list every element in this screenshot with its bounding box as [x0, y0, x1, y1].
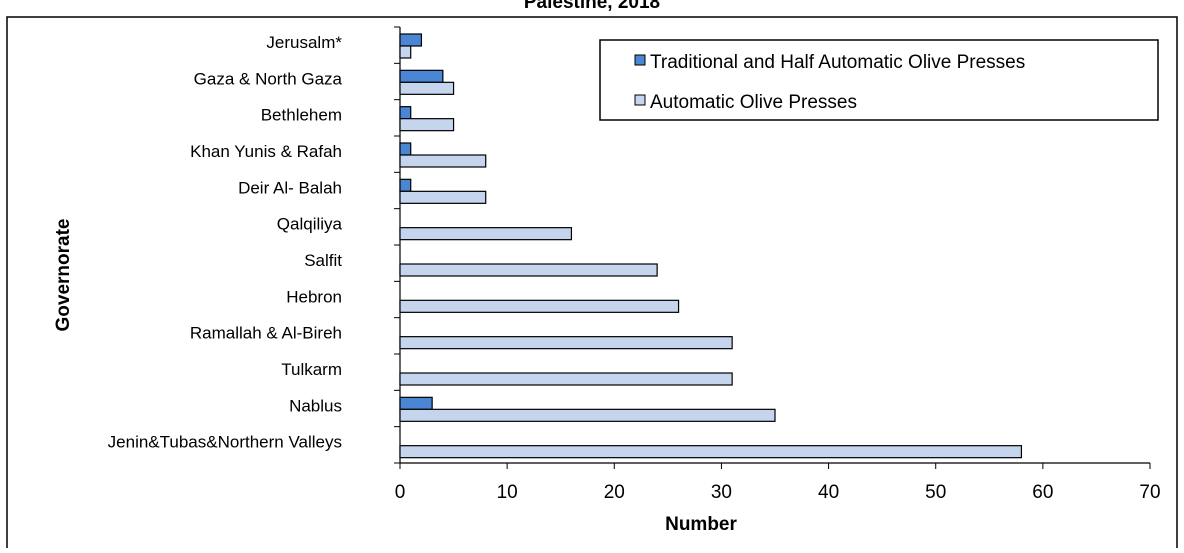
bar-traditional	[399, 142, 412, 156]
bar-automatic	[399, 336, 733, 350]
category-label: Ramallah & Al-Bireh	[190, 324, 342, 343]
bar-automatic	[399, 154, 487, 168]
x-tick-label: 20	[604, 482, 625, 503]
bar-automatic	[399, 45, 412, 59]
chart-border	[6, 16, 1178, 553]
legend-label-automatic: Automatic Olive Presses	[650, 92, 857, 113]
bar-automatic	[399, 227, 573, 241]
legend-swatch-automatic	[634, 94, 646, 106]
bar-traditional	[399, 396, 433, 410]
bar-automatic	[399, 118, 455, 132]
category-label: Jerusalm*	[266, 33, 342, 52]
category-label: Bethlehem	[261, 106, 342, 125]
bar-traditional	[399, 69, 444, 83]
chart-title: Palestine, 2018	[524, 0, 660, 13]
x-tick-label: 60	[1032, 482, 1053, 503]
bar-automatic	[399, 445, 1023, 459]
bar-automatic	[399, 263, 658, 277]
legend-label-traditional: Traditional and Half Automatic Olive Pre…	[650, 52, 1025, 73]
category-label: Khan Yunis & Rafah	[190, 142, 342, 161]
category-label: Jenin&Tubas&Northern Valleys	[108, 433, 342, 452]
category-label: Deir Al- Balah	[238, 178, 342, 197]
category-label: Gaza & North Gaza	[194, 69, 343, 88]
plot-area: Jerusalm* Gaza & North Gaza Bethlehem Khan …	[108, 26, 1161, 503]
x-tick-label: 50	[925, 482, 946, 503]
bar-automatic	[399, 190, 487, 204]
legend-swatch-traditional	[634, 54, 646, 66]
category-label: Qalqiliya	[277, 215, 343, 234]
category-label: Salfit	[304, 251, 342, 270]
category-label: Hebron	[286, 287, 342, 306]
x-tick-label: 10	[497, 482, 518, 503]
category-label: Nablus	[289, 396, 342, 415]
legend: Traditional and Half Automatic Olive Pre…	[599, 39, 1159, 121]
y-axis-label: Governorate	[53, 219, 74, 332]
x-tick-label: 0	[395, 482, 406, 503]
bar-automatic	[399, 299, 680, 313]
bar-traditional	[399, 33, 423, 47]
x-tick-label: 30	[711, 482, 732, 503]
category-label: Tulkarm	[281, 360, 342, 379]
bar-automatic	[399, 372, 733, 386]
x-axis-label: Number	[665, 514, 737, 535]
bar-automatic	[399, 81, 455, 95]
x-tick-label: 40	[818, 482, 839, 503]
bar-traditional	[399, 178, 412, 192]
x-tick-label: 70	[1139, 482, 1160, 503]
legend-box	[599, 39, 1159, 121]
bar-automatic	[399, 408, 776, 422]
bar-traditional	[399, 106, 412, 120]
